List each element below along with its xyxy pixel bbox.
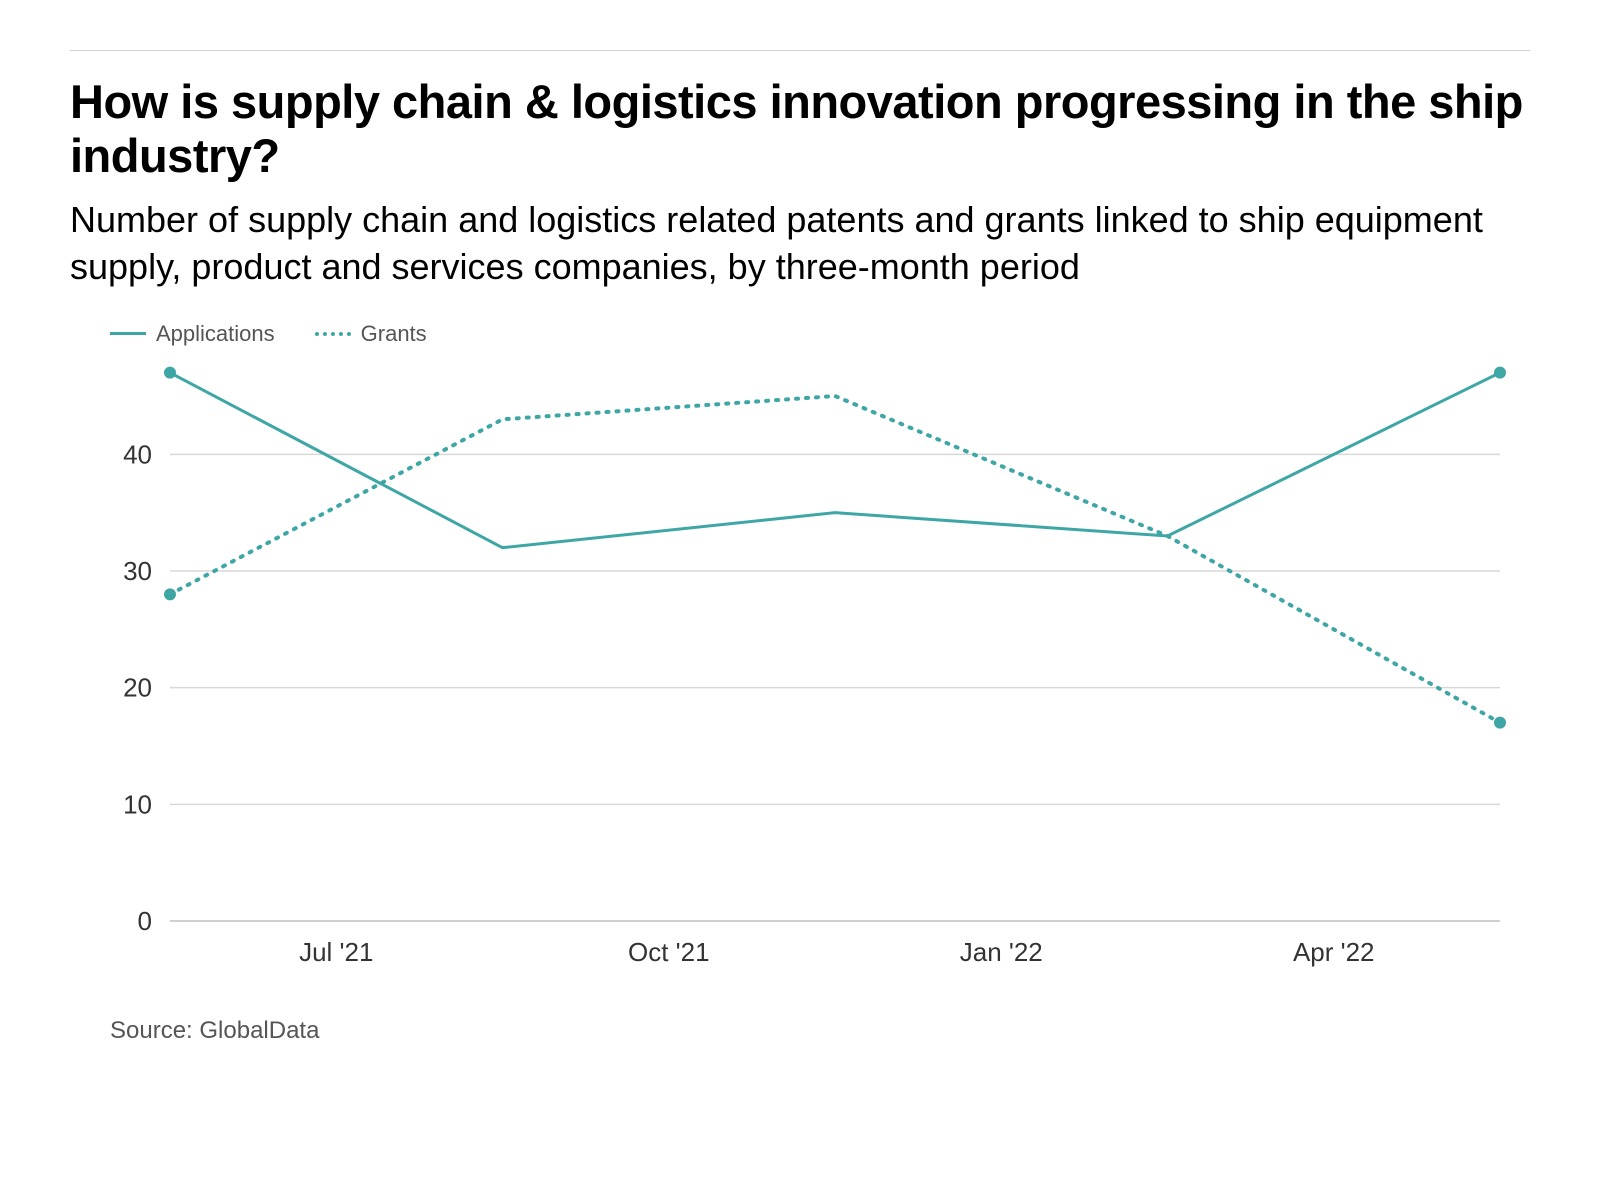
- svg-text:0: 0: [138, 906, 152, 936]
- legend-item-grants: Grants: [315, 321, 427, 347]
- chart-svg: 0 10 20 30 40 Jul '21 Oct '21 Jan '22 Apr '22: [70, 351, 1530, 991]
- svg-text:Jul '21: Jul '21: [299, 937, 373, 967]
- legend-swatch-solid: [110, 332, 146, 335]
- legend-label: Grants: [361, 321, 427, 347]
- svg-text:Apr '22: Apr '22: [1293, 937, 1375, 967]
- svg-text:Oct '21: Oct '21: [628, 937, 710, 967]
- svg-text:30: 30: [123, 556, 152, 586]
- top-divider: [70, 50, 1530, 51]
- legend-item-applications: Applications: [110, 321, 275, 347]
- svg-text:10: 10: [123, 789, 152, 819]
- chart-title: How is supply chain & logistics innovati…: [70, 75, 1530, 183]
- svg-text:Jan '22: Jan '22: [960, 937, 1043, 967]
- legend: Applications Grants: [110, 321, 1530, 347]
- chart-card: How is supply chain & logistics innovati…: [0, 0, 1600, 1200]
- legend-label: Applications: [156, 321, 275, 347]
- chart-plot: 0 10 20 30 40 Jul '21 Oct '21 Jan '22 Apr '22: [70, 351, 1530, 991]
- legend-swatch-dotted: [315, 332, 351, 336]
- chart-source: Source: GlobalData: [110, 1017, 1530, 1045]
- svg-text:20: 20: [123, 672, 152, 702]
- chart-subtitle: Number of supply chain and logistics rel…: [70, 197, 1530, 291]
- svg-text:40: 40: [123, 439, 152, 469]
